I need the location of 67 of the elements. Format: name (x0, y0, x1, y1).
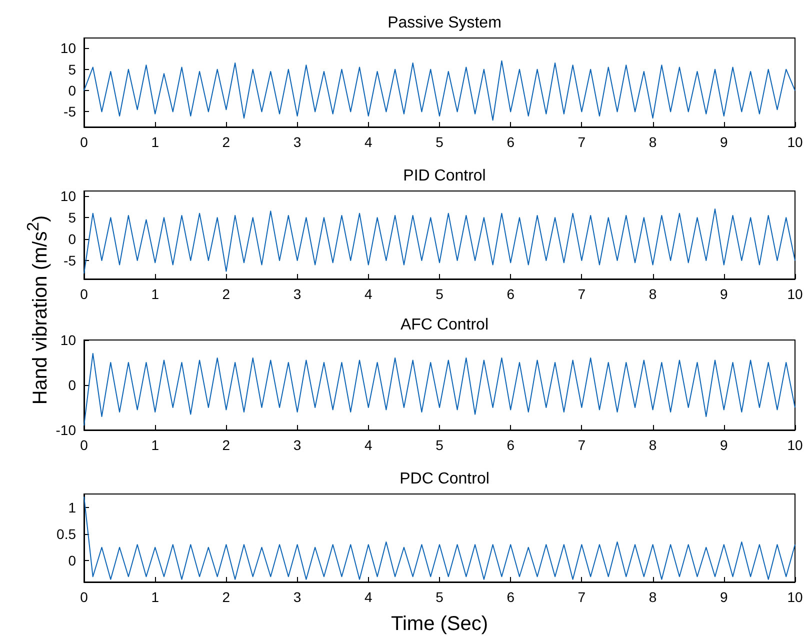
x-tick-label: 1 (151, 589, 160, 605)
x-tick-label: 7 (578, 134, 586, 150)
x-axis-title: Time (Sec) (390, 613, 488, 635)
x-tick-label: 0 (80, 589, 88, 605)
x-tick-label: 7 (578, 589, 586, 605)
x-tick-label: 10 (787, 437, 803, 453)
x-tick-label: 2 (222, 286, 230, 302)
x-tick-label: 5 (436, 134, 444, 150)
y-tick-label: 0 (68, 82, 76, 99)
y-tick-label: 1 (68, 499, 76, 516)
chart-title: Passive System (388, 14, 502, 32)
y-tick-label: 10 (60, 332, 76, 348)
x-tick-label: 4 (364, 286, 372, 302)
x-tick-label: 1 (151, 286, 160, 302)
x-tick-label: 6 (506, 286, 515, 302)
y-tick-label: 10 (60, 188, 76, 204)
y-tick-label: 0 (68, 377, 76, 393)
y-tick-label: 5 (68, 61, 76, 78)
chart-title: PID Control (403, 168, 486, 184)
x-tick-label: 4 (364, 134, 372, 150)
x-tick-label: 5 (436, 437, 444, 453)
line-series (84, 208, 796, 274)
x-tick-label: 8 (648, 589, 657, 605)
x-tick-label: 9 (720, 134, 728, 150)
x-tick-label: 2 (222, 134, 230, 150)
chart-title: PDC Control (400, 470, 490, 488)
x-tick-label: 8 (648, 437, 657, 453)
line-series (84, 353, 796, 426)
x-tick-label: 2 (222, 437, 230, 453)
x-tick-label: 6 (506, 589, 515, 605)
y-tick-label: 0 (68, 552, 76, 569)
x-tick-label: 5 (436, 589, 444, 605)
x-tick-label: 7 (578, 286, 586, 302)
x-tick-label: 3 (293, 134, 302, 150)
x-tick-label: 5 (436, 286, 444, 302)
x-tick-label: 9 (720, 589, 728, 605)
y-tick-label: -5 (64, 104, 76, 120)
x-tick-label: 6 (506, 437, 515, 453)
x-tick-label: 8 (648, 286, 657, 302)
x-tick-label: 9 (720, 286, 728, 302)
x-tick-label: 7 (578, 437, 586, 453)
x-tick-label: 0 (80, 286, 88, 302)
x-tick-label: 4 (364, 589, 372, 605)
x-tick-label: 1 (151, 437, 160, 453)
line-series (84, 496, 796, 580)
y-tick-label: -10 (56, 422, 76, 438)
x-tick-label: 10 (787, 134, 803, 150)
x-tick-label: 8 (648, 134, 657, 150)
x-tick-label: 3 (293, 437, 302, 453)
y-tick-label: 0.5 (56, 526, 76, 542)
x-tick-label: 0 (80, 134, 88, 150)
x-tick-label: 3 (293, 589, 302, 605)
x-tick-label: 10 (787, 286, 803, 302)
y-tick-label: -5 (64, 252, 76, 269)
x-tick-label: 3 (293, 286, 302, 302)
y-tick-label: 10 (60, 40, 76, 56)
x-tick-label: 2 (222, 589, 230, 605)
x-tick-label: 9 (720, 437, 728, 453)
y-tick-label: 5 (68, 210, 76, 226)
x-tick-label: 0 (80, 437, 88, 453)
chart-title: AFC Control (400, 316, 489, 334)
x-tick-label: 4 (364, 437, 372, 453)
y-tick-label: 0 (68, 231, 76, 248)
x-tick-label: 10 (787, 589, 803, 605)
x-tick-label: 6 (506, 134, 515, 150)
line-series (84, 60, 796, 121)
x-tick-label: 1 (151, 134, 160, 150)
